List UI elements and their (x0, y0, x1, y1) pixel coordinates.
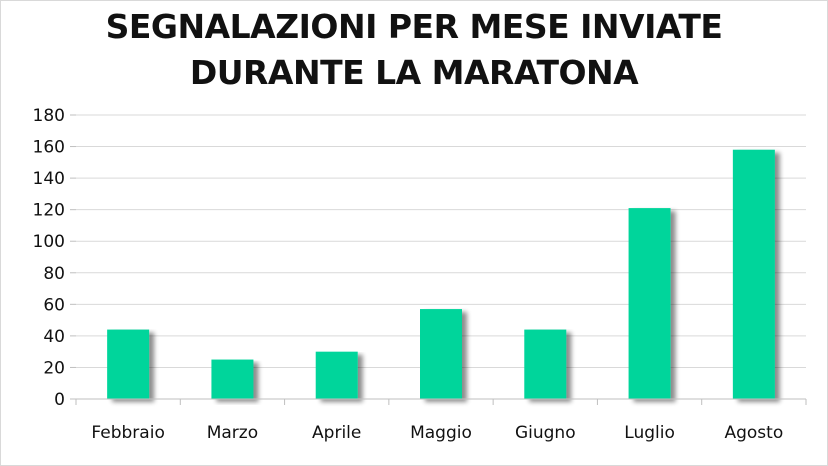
bar-maggio (420, 309, 462, 399)
x-axis-tick-labels: Febbraio Marzo Aprile Maggio Giugno Luglio Ago… (91, 423, 783, 443)
bar-luglio (628, 208, 671, 399)
y-tick-label: 80 (43, 264, 65, 284)
x-tick-label: Luglio (624, 423, 675, 443)
bar-febbraio (107, 329, 150, 399)
y-tick-label: 120 (33, 201, 65, 221)
y-tick-label: 40 (43, 327, 65, 347)
y-tick-label: 100 (33, 232, 65, 252)
x-tick-label: Aprile (312, 423, 361, 443)
bar-aprile (315, 351, 358, 399)
y-axis-tick-labels: 0 20 40 60 80 100 120 140 160 180 (33, 106, 65, 410)
x-tick-label: Maggio (410, 423, 472, 443)
y-tick-label: 180 (33, 106, 65, 126)
y-tick-label: 140 (33, 169, 65, 189)
y-tick-label: 20 (43, 358, 65, 378)
x-tick-label: Marzo (207, 423, 258, 443)
gridlines (70, 114, 806, 400)
bars (107, 149, 775, 399)
x-tick-label: Giugno (515, 423, 576, 443)
y-tick-label: 0 (54, 390, 65, 410)
chart-title-line-2: DURANTE LA MARATONA (189, 53, 639, 92)
x-tick-label: Febbraio (91, 423, 164, 443)
bar-agosto (732, 149, 775, 399)
chart-title-line-1: SEGNALAZIONI PER MESE INVIATE (105, 7, 723, 46)
y-tick-label: 60 (43, 295, 65, 315)
bar-giugno (524, 329, 567, 399)
chart-title: SEGNALAZIONI PER MESE INVIATE DURANTE LA… (0, 4, 828, 96)
y-tick-label: 160 (33, 138, 65, 158)
x-axis (75, 398, 807, 405)
x-tick-label: Agosto (724, 423, 783, 443)
bar-marzo (211, 359, 254, 399)
